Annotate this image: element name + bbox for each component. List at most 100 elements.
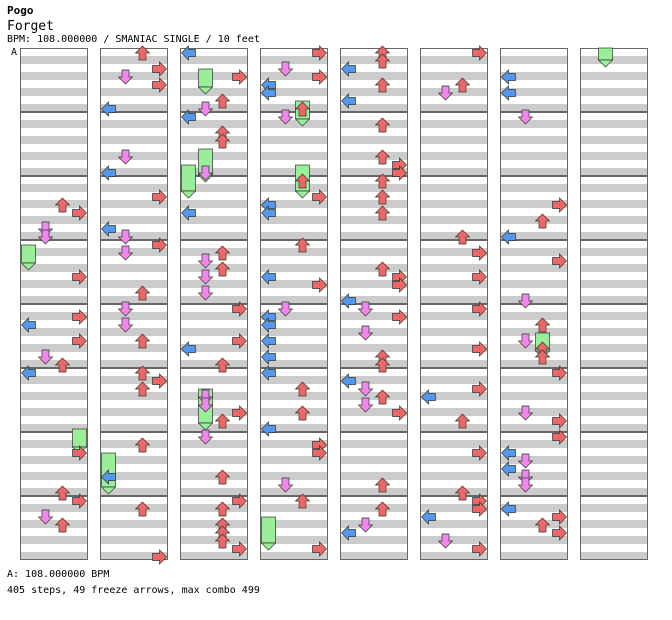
measure [100,112,168,176]
arrow-up [294,173,311,189]
arrow-right [72,333,87,349]
measure [580,240,648,304]
freeze-arrow-left [20,244,37,271]
arrow-up [54,357,71,373]
arrow-down [197,397,214,413]
arrow-down [117,317,134,333]
measure [420,48,488,112]
arrow-down [197,253,214,269]
measure [500,304,568,368]
arrow-right [392,277,407,293]
measure [580,368,648,432]
arrow-left [101,165,116,181]
measure [20,432,88,496]
arrow-left [421,389,436,405]
arrow-down [37,349,54,365]
measure [580,496,648,560]
arrow-down [437,533,454,549]
arrow-down [197,165,214,181]
arrow-up [134,285,151,301]
arrow-down [357,397,374,413]
arrow-right [232,333,247,349]
arrow-up [134,365,151,381]
arrow-left [181,341,196,357]
artist-name: Pogo [7,4,34,17]
song-title: Forget [7,19,54,34]
measure [340,432,408,496]
arrow-right [472,501,487,517]
arrow-left [501,85,516,101]
arrow-up [294,493,311,509]
arrow-down [37,509,54,525]
arrow-right [72,445,87,461]
arrow-right [152,61,167,77]
measure [340,176,408,240]
arrow-left [341,293,356,309]
arrow-down [517,453,534,469]
measure [340,240,408,304]
arrow-left [181,205,196,221]
arrow-right [312,541,327,557]
arrow-down [117,229,134,245]
measure [20,368,88,432]
measure [180,304,248,368]
measure [100,176,168,240]
arrow-left [261,349,276,365]
measure [180,496,248,560]
measure [100,368,168,432]
arrow-down [117,245,134,261]
arrow-up [534,349,551,365]
measure [20,240,88,304]
arrow-right [472,541,487,557]
measure [580,432,648,496]
arrow-left [101,221,116,237]
chart-column [100,48,168,560]
arrow-up [214,357,231,373]
measure [420,112,488,176]
arrow-down [517,109,534,125]
arrow-down [37,229,54,245]
arrow-right [392,405,407,421]
arrow-down [357,325,374,341]
arrow-up [454,485,471,501]
freeze-arrow-left [260,516,277,551]
chart-column [260,48,328,560]
arrow-down [517,405,534,421]
arrow-up [374,189,391,205]
arrow-down [517,477,534,493]
arrow-down [117,301,134,317]
arrow-up [134,333,151,349]
arrow-up [534,517,551,533]
measure [100,304,168,368]
arrow-right [472,245,487,261]
arrow-up [54,517,71,533]
arrow-up [374,501,391,517]
arrow-right [232,541,247,557]
measure [340,48,408,112]
measure [20,112,88,176]
arrow-left [261,317,276,333]
chart-column [420,48,488,560]
arrow-right [472,381,487,397]
arrow-up [294,101,311,117]
arrow-right [232,405,247,421]
arrow-up [134,381,151,397]
measure [580,48,648,112]
arrow-right [552,525,567,541]
arrow-up [214,469,231,485]
arrow-left [341,525,356,541]
arrow-left [421,509,436,525]
arrow-up [534,213,551,229]
arrow-up [534,317,551,333]
arrow-left [261,333,276,349]
arrow-up [374,149,391,165]
freeze-arrow-down [597,47,614,68]
arrow-left [261,205,276,221]
measure [340,496,408,560]
arrow-down [117,69,134,85]
arrow-right [312,189,327,205]
song-meta: BPM: 108.000000 / SMANIAC SINGLE / 10 fe… [7,34,260,45]
arrow-up [214,533,231,549]
arrow-right [152,373,167,389]
arrow-right [72,309,87,325]
